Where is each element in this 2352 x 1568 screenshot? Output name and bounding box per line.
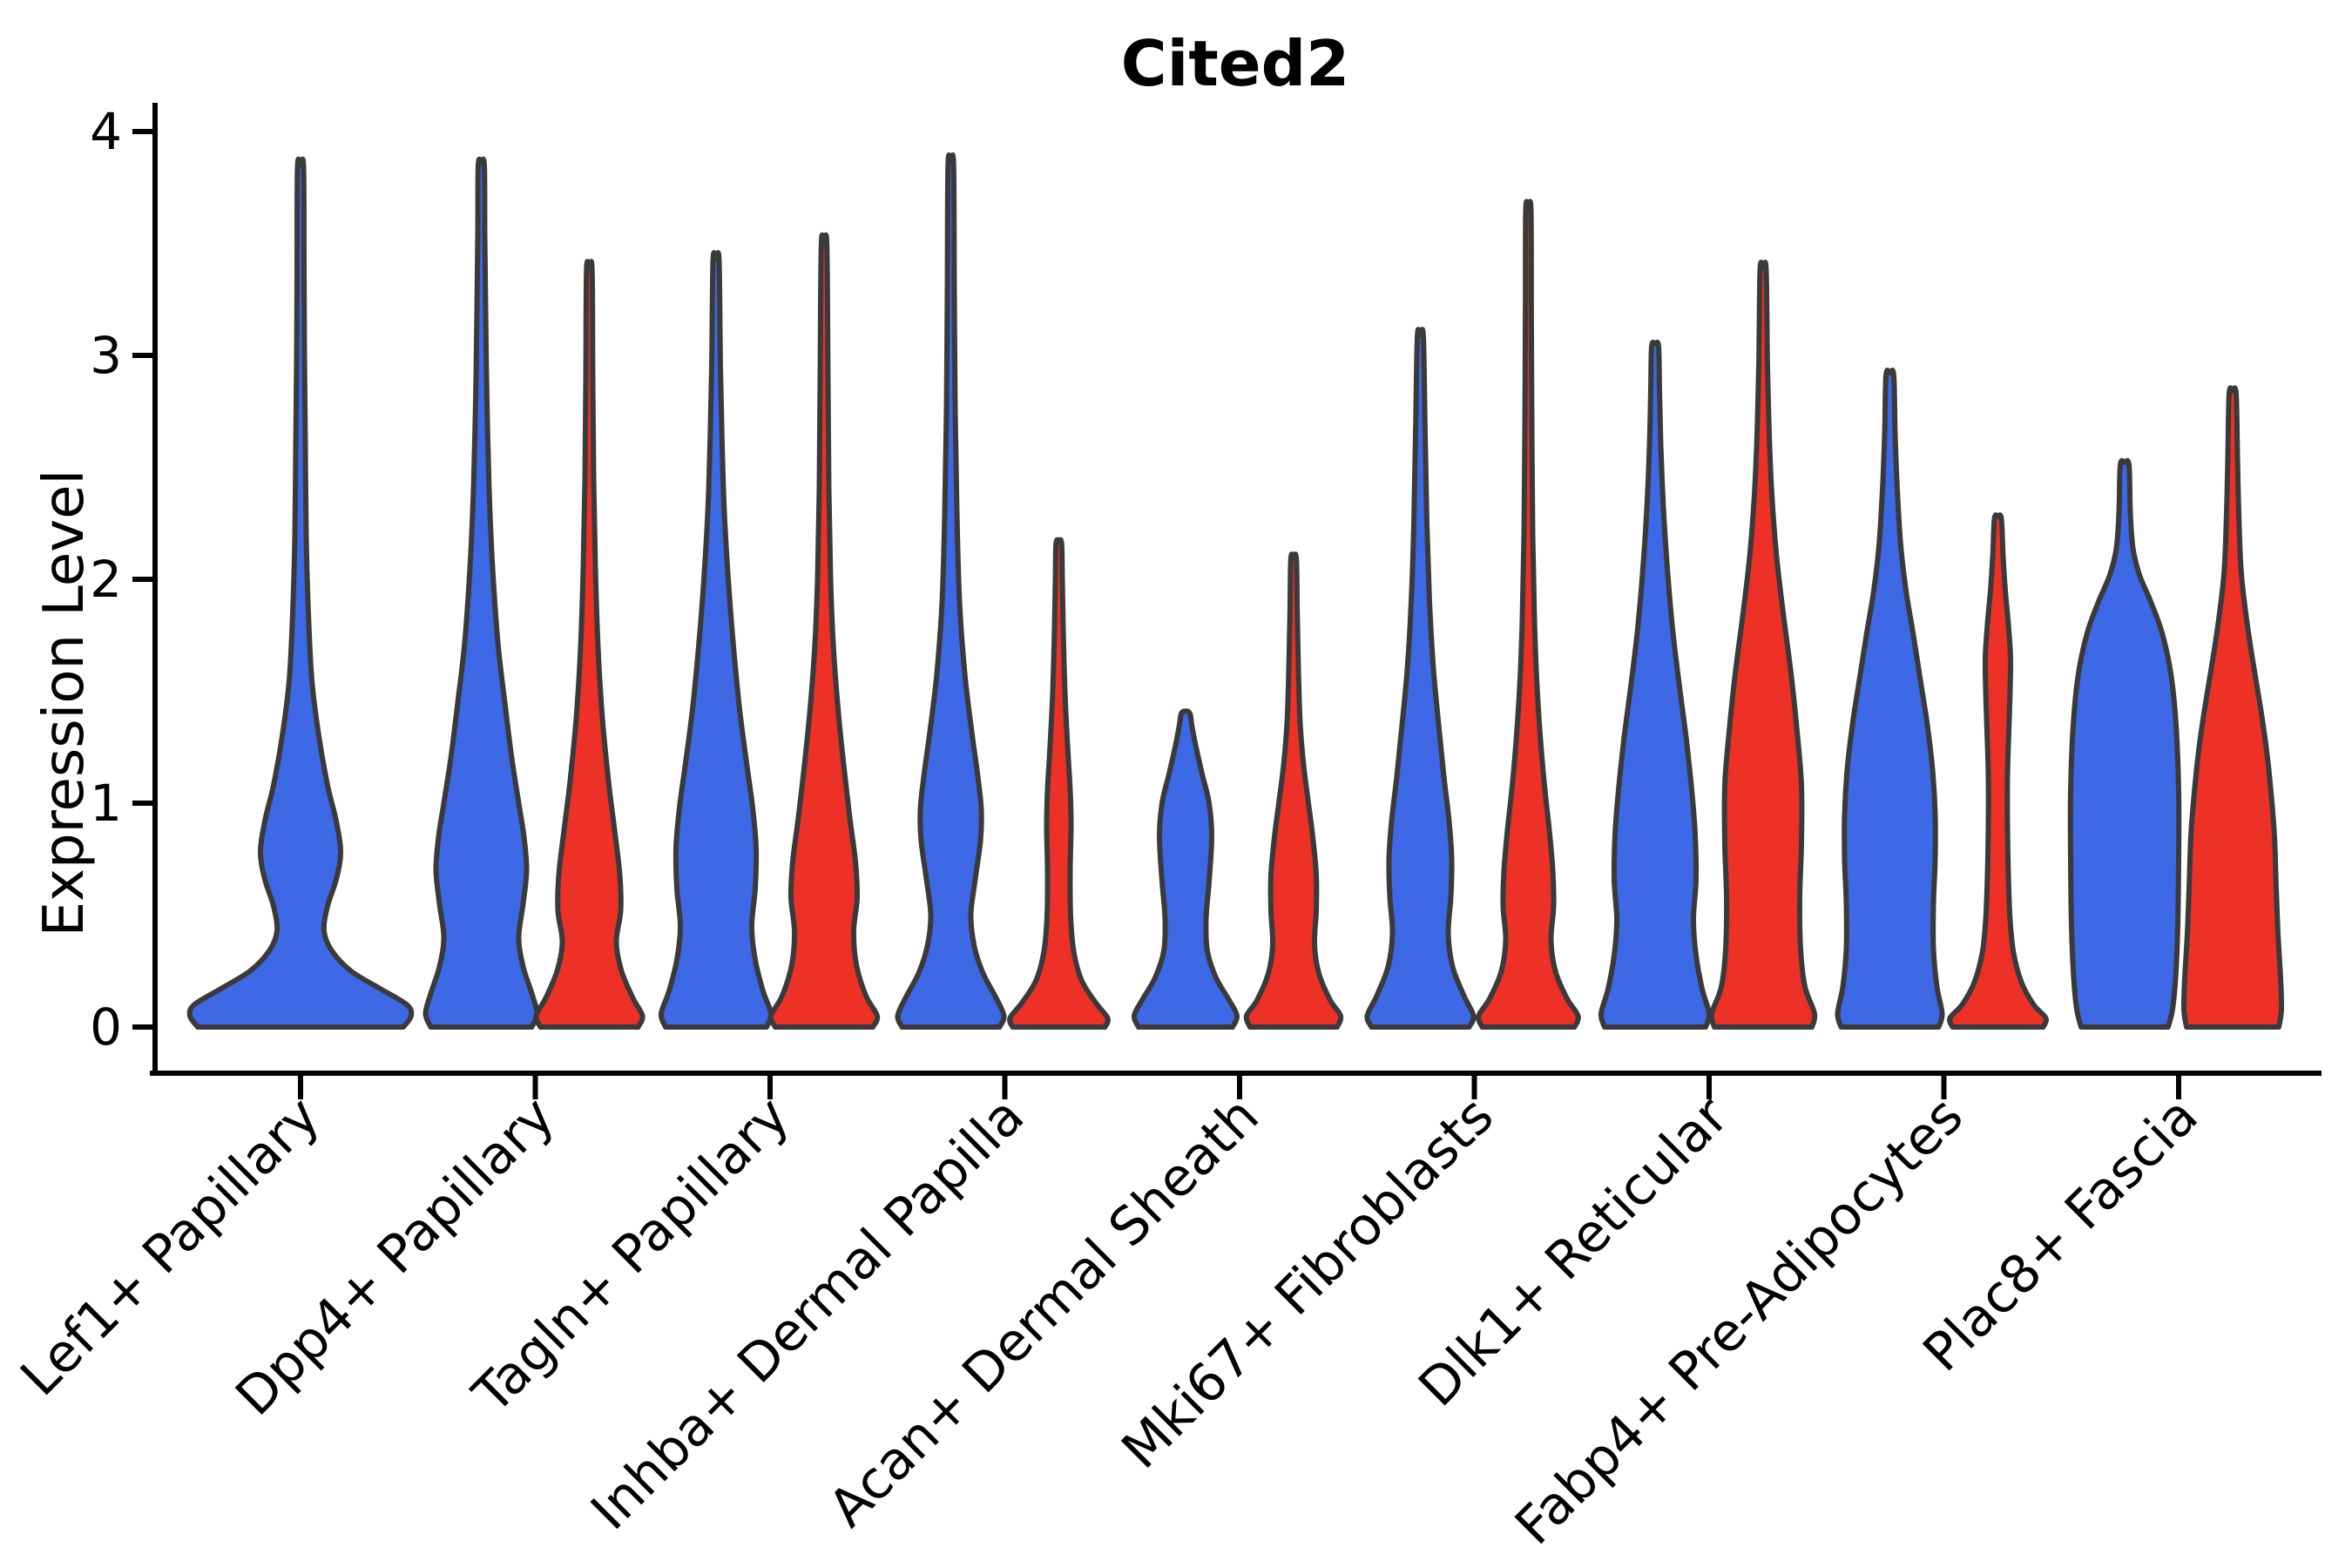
violin-2-red xyxy=(767,232,881,1030)
y-tick-label: 0 xyxy=(90,997,122,1057)
violins-layer xyxy=(186,152,2285,1030)
y-tick-label: 2 xyxy=(90,550,122,609)
violin-6-red xyxy=(1708,260,1818,1030)
chart-title: Cited2 xyxy=(1121,27,1349,100)
axes-layer xyxy=(150,103,2322,1076)
y-tick-label: 1 xyxy=(90,774,122,833)
violin-8-red xyxy=(2180,385,2285,1030)
violin-3-blue xyxy=(895,152,1007,1030)
violin-1-blue xyxy=(422,156,540,1030)
violin-7-blue xyxy=(1835,368,1945,1030)
violin-5-red xyxy=(1476,199,1581,1030)
violin-4-red xyxy=(1243,551,1344,1030)
violin-4-blue xyxy=(1131,708,1240,1030)
violin-0-blue xyxy=(186,156,415,1030)
violin-1-red xyxy=(533,259,645,1030)
violin-5-blue xyxy=(1364,327,1477,1030)
violin-6-blue xyxy=(1598,339,1713,1030)
y-tick-label: 4 xyxy=(90,102,122,161)
violin-7-red xyxy=(1947,512,2049,1030)
violin-8-blue xyxy=(2067,457,2182,1030)
violin-2-blue xyxy=(658,250,774,1030)
violin-3-red xyxy=(1007,537,1111,1030)
y-axis-ticks: 0 1 2 3 4 xyxy=(90,102,155,1057)
y-axis-label: Expression Level xyxy=(32,470,97,937)
y-tick-label: 3 xyxy=(90,326,122,385)
